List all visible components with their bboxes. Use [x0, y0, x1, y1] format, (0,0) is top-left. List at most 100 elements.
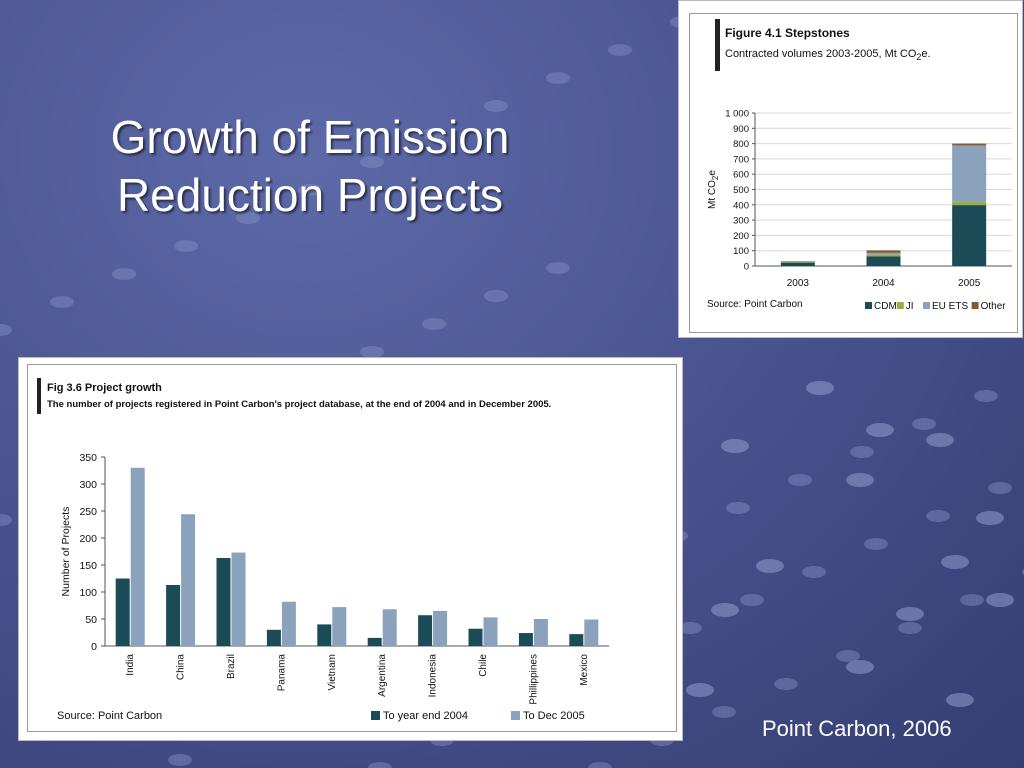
x-tick-label: Phillippines [528, 654, 539, 705]
bar-dec-2005 [433, 610, 448, 646]
chart-title: Figure 4.1 Stepstones [725, 26, 850, 40]
chart-subtitle: The number of projects registered in Poi… [47, 399, 551, 410]
bar-year-end-2004 [518, 633, 533, 646]
y-tick-label: 800 [733, 139, 749, 150]
background-dot [864, 538, 888, 550]
y-tick-label: 0 [91, 641, 97, 653]
legend-swatch [923, 302, 930, 309]
background-dot [850, 446, 874, 458]
stepstones-chart-frame [689, 13, 1018, 333]
background-dot [588, 762, 612, 768]
background-dot [986, 593, 1014, 607]
y-tick-label: 1 000 [725, 109, 749, 120]
bar-dec-2005 [130, 467, 145, 646]
background-dot [926, 433, 954, 447]
y-tick-label: 250 [79, 506, 97, 518]
bar-other [952, 143, 987, 146]
background-dot [608, 44, 632, 56]
stepstones-chart: Figure 4.1 Stepstones Contracted volumes … [707, 19, 1012, 312]
project-growth-chart: Fig 3.6 Project growth The number of proj… [37, 378, 609, 722]
background-dot [976, 511, 1004, 525]
stepstones-chart-panel: Figure 4.1 Stepstones Contracted volumes … [678, 0, 1023, 338]
project-growth-chart-panel: Fig 3.6 Project growth The number of proj… [18, 357, 683, 741]
project-growth-chart-frame [27, 364, 677, 732]
bar-year-end-2004 [569, 634, 584, 646]
bar-dec-2005 [584, 619, 599, 646]
background-dot [686, 683, 714, 697]
background-dot [960, 594, 984, 606]
x-tick-label: Argentina [377, 654, 388, 697]
background-dot [298, 184, 322, 196]
background-dot [546, 72, 570, 84]
chart-source: Source: Point Carbon [707, 299, 803, 310]
background-dot [974, 390, 998, 402]
background-dot [726, 502, 750, 514]
y-tick-label: 200 [733, 231, 749, 242]
bar-dec-2005 [382, 609, 397, 646]
background-dot [788, 474, 812, 486]
bar-dec-2005 [483, 617, 498, 646]
background-dot [360, 156, 384, 168]
y-tick-label: 0 [744, 262, 749, 273]
legend-label: Other [981, 301, 1007, 312]
slide-title: Growth of Emission Reduction Projects [40, 108, 580, 224]
x-tick-label: China [176, 654, 187, 681]
x-tick-label: Chile [478, 654, 489, 677]
background-dot [711, 603, 739, 617]
bar-dec-2005 [332, 607, 347, 646]
background-dot [941, 555, 969, 569]
y-tick-label: 300 [733, 216, 749, 227]
legend-swatch [865, 302, 872, 309]
background-dot [806, 381, 834, 395]
y-tick-label: 600 [733, 170, 749, 181]
background-dot [546, 262, 570, 274]
background-dot [926, 510, 950, 522]
bar-cdm [780, 262, 815, 266]
bar-dec-2005 [533, 619, 548, 646]
background-dot [988, 482, 1012, 494]
y-tick-label: 900 [733, 124, 749, 135]
slide-title-line-2: Reduction Projects [116, 169, 504, 221]
y-tick-label: 100 [733, 246, 749, 257]
y-tick-label: 50 [85, 614, 97, 626]
legend-label: EU ETS [932, 301, 968, 312]
legend-swatch [896, 302, 904, 309]
title-accent-bar [715, 19, 720, 71]
bar-dec-2005 [231, 552, 246, 646]
background-dot [740, 594, 764, 606]
background-dot [50, 296, 74, 308]
background-dot [898, 622, 922, 634]
background-dot [712, 706, 736, 718]
background-dot [774, 678, 798, 690]
y-tick-label: 400 [733, 200, 749, 211]
y-tick-label: 500 [733, 185, 749, 196]
title-accent-bar [37, 378, 41, 414]
bar-cdm [866, 256, 901, 266]
background-dot [422, 318, 446, 330]
bar-year-end-2004 [367, 637, 382, 646]
bar-eu-ets [866, 252, 901, 255]
x-tick-label: Panama [276, 654, 287, 692]
legend-swatch [371, 711, 380, 720]
y-axis-label: Number of Projects [60, 507, 72, 597]
x-tick-label: 2004 [872, 278, 895, 289]
y-tick-label: 200 [79, 533, 97, 545]
background-dot [112, 268, 136, 280]
y-axis-label: Mt CO2e [707, 170, 720, 209]
background-dot [360, 346, 384, 358]
background-dot [721, 439, 749, 453]
x-tick-label: Indonesia [428, 654, 439, 698]
slide-title-line-1: Growth of Emission [110, 111, 510, 163]
background-dot [846, 660, 874, 674]
bar-other [780, 261, 815, 263]
background-dot [422, 128, 446, 140]
y-tick-label: 150 [79, 560, 97, 572]
background-dot [0, 324, 12, 336]
background-dot [912, 418, 936, 430]
legend-label: JI [906, 301, 914, 312]
background-dot [896, 607, 924, 621]
background-dot [484, 290, 508, 302]
chart-source: Source: Point Carbon [57, 710, 162, 722]
background-dot [836, 650, 860, 662]
legend-swatch [511, 711, 520, 720]
